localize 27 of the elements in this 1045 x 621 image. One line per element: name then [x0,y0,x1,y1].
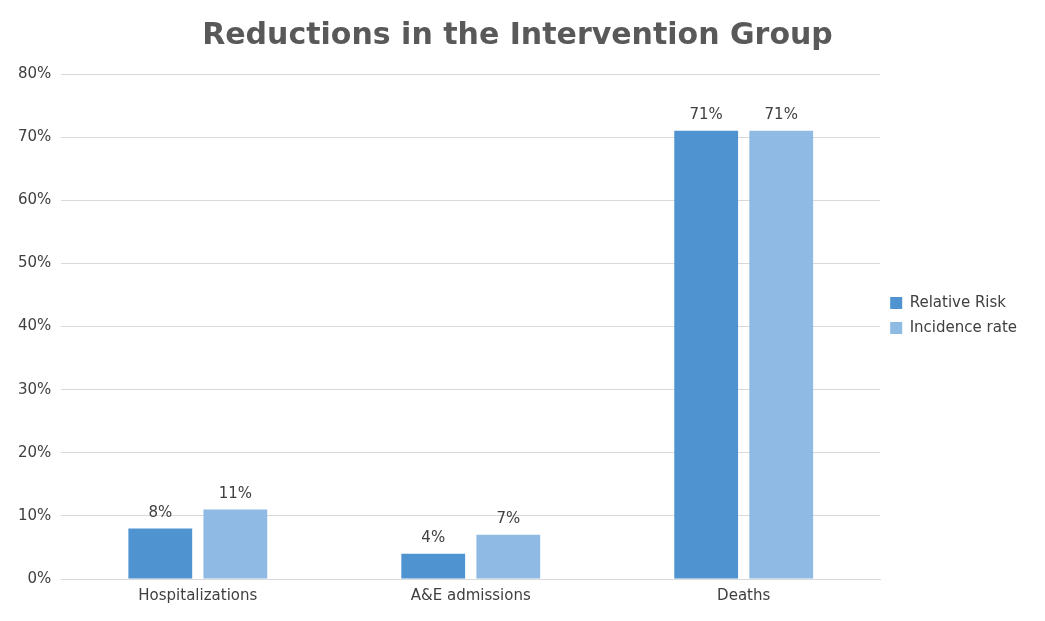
bar [401,553,466,579]
data-label: 11% [218,483,253,502]
data-label: 71% [764,105,798,124]
bar [674,130,739,579]
y-tick-label: 50% [18,253,52,272]
y-tick-label: 70% [18,127,52,146]
y-tick-label: 20% [18,442,52,461]
bar [749,130,814,579]
bar [128,528,193,579]
data-label: 7% [496,509,521,528]
bar [476,534,541,579]
data-label: 4% [421,528,446,547]
y-tick-label: 30% [18,379,52,398]
y-tick-label: 0% [27,568,52,587]
y-tick-label: 60% [18,190,52,209]
y-tick-label: 80% [18,63,52,82]
legend-label: Relative Risk [909,292,1007,311]
legend-label: Incidence rate [909,317,1018,336]
y-tick-label: 40% [18,316,52,335]
bar [203,509,268,579]
data-label: 71% [689,105,723,124]
y-tick-label: 10% [18,505,52,524]
x-tick-label: A&E admissions [410,585,531,604]
chart-title: Reductions in the Intervention Group [202,15,833,51]
data-label: 8% [148,502,173,521]
x-tick-label: Hospitalizations [138,585,258,604]
x-tick-label: Deaths [717,585,771,604]
